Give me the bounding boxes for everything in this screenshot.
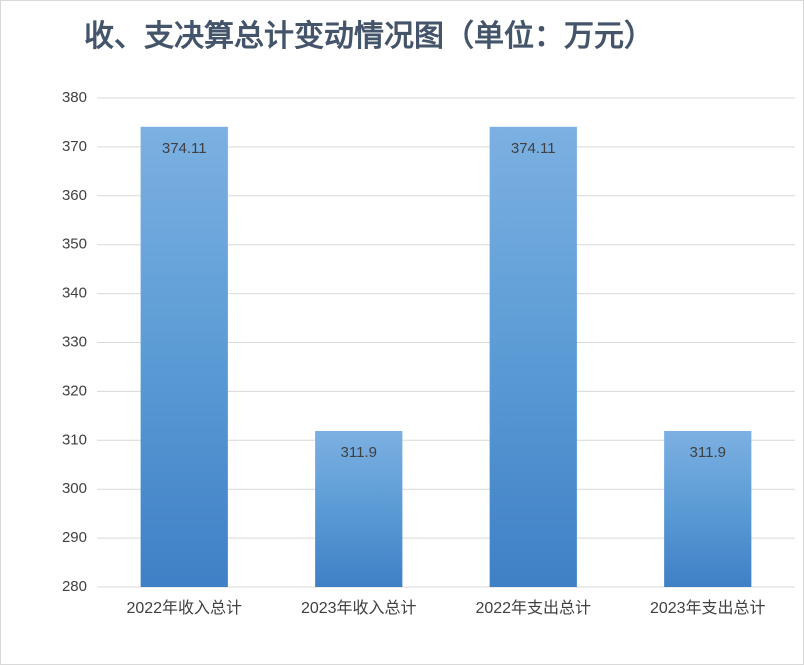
bar — [664, 431, 752, 587]
x-tick-label: 2023年收入总计 — [301, 599, 417, 617]
y-tick-label: 310 — [62, 431, 87, 448]
x-tick-label: 2022年收入总计 — [126, 599, 242, 617]
x-tick-label: 2023年支出总计 — [650, 599, 766, 617]
data-label: 311.9 — [690, 444, 726, 461]
bar — [140, 126, 228, 588]
y-tick-label: 330 — [62, 333, 87, 350]
chart-title: 收、支决算总计变动情况图（单位：万元） — [84, 19, 654, 53]
y-tick-label: 360 — [62, 187, 87, 204]
y-tick-label: 340 — [62, 285, 87, 302]
y-tick-label: 380 — [62, 89, 87, 106]
bar — [315, 431, 403, 587]
data-label: 374.11 — [162, 140, 207, 157]
y-tick-label: 290 — [62, 529, 87, 546]
data-label: 311.9 — [341, 444, 377, 461]
x-tick-label: 2022年支出总计 — [475, 599, 591, 617]
y-tick-label: 350 — [62, 236, 87, 253]
y-tick-label: 280 — [62, 578, 87, 595]
y-tick-label: 300 — [62, 480, 87, 497]
data-label: 374.11 — [511, 140, 556, 157]
y-tick-label: 370 — [62, 138, 87, 155]
bar — [489, 126, 577, 588]
y-tick-label: 320 — [62, 382, 87, 399]
